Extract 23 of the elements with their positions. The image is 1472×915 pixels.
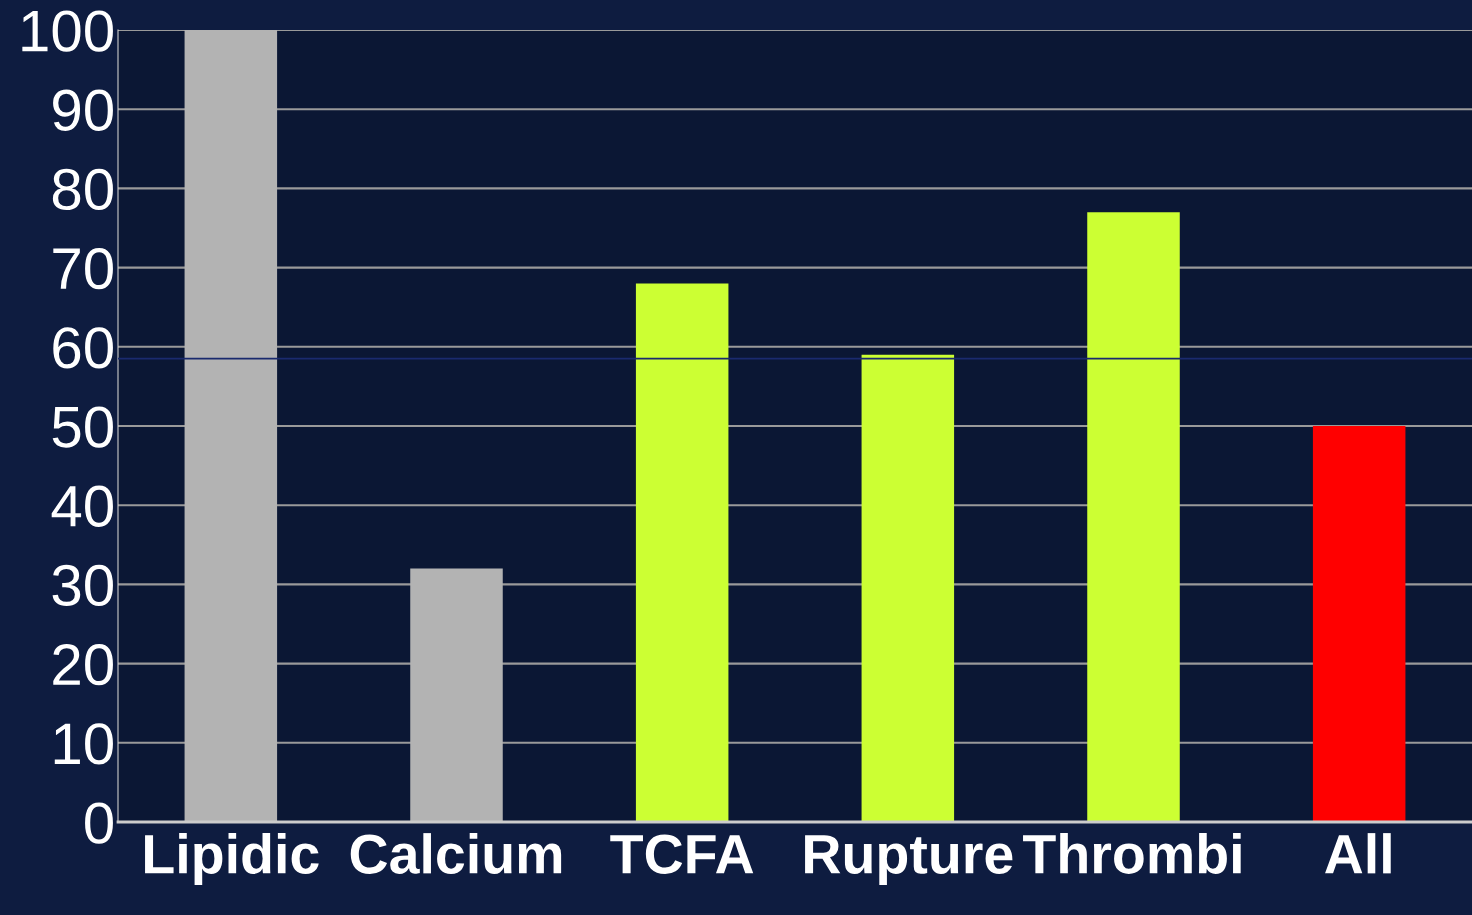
- y-tick-label: 30: [52, 564, 113, 607]
- bar: [410, 568, 503, 822]
- y-tick-label: 60: [53, 327, 113, 369]
- y-tick-label: 100: [22, 10, 113, 52]
- bar: [1312, 426, 1406, 822]
- bar: [1087, 212, 1180, 822]
- y-tick-label: 80: [52, 168, 113, 211]
- y-tick-label: 50: [52, 406, 113, 448]
- y-tick-label: 20: [53, 644, 113, 686]
- x-tick-label: All: [1325, 833, 1391, 874]
- x-tick-label: Lipidic: [145, 833, 319, 885]
- x-tick-label: Rupture: [805, 835, 1013, 885]
- bar: [184, 30, 278, 822]
- y-tick-label: 40: [51, 485, 113, 527]
- y-tick-label: 10: [54, 723, 113, 765]
- y-tick-label: 70: [53, 248, 113, 290]
- bar: [861, 354, 955, 822]
- x-tick-label: TCFA: [610, 834, 754, 874]
- y-tick-label: 90: [53, 89, 113, 131]
- x-tick-label: Calcium: [350, 833, 562, 874]
- y-tick-label: 0: [85, 802, 113, 844]
- bar: [635, 283, 729, 822]
- x-tick-label: Thrombi: [1023, 833, 1241, 874]
